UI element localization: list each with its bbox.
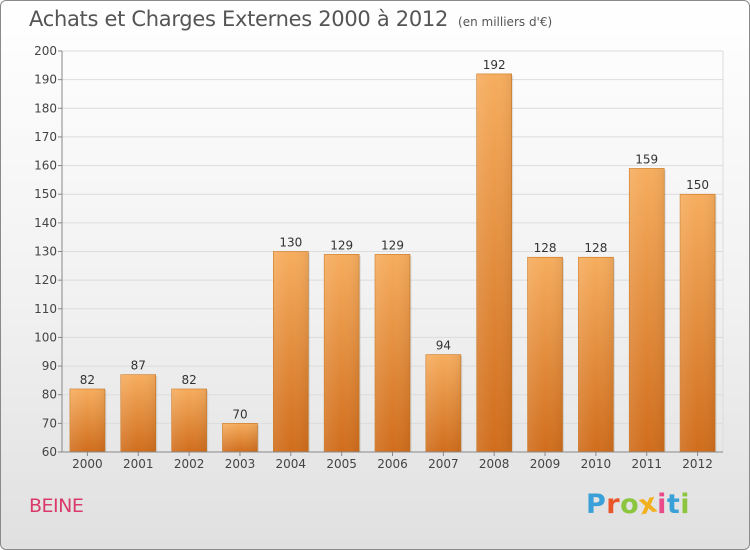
data-label: 87 xyxy=(131,359,146,373)
bar-shine xyxy=(324,254,360,452)
y-tick-label: 120 xyxy=(34,273,57,287)
bar-shine xyxy=(476,73,512,453)
bar-shine xyxy=(578,257,614,452)
data-label: 150 xyxy=(686,178,709,192)
y-tick-label: 60 xyxy=(42,445,57,459)
data-label: 192 xyxy=(483,58,506,72)
logo-letter: P xyxy=(586,489,607,520)
x-tick-label: 2012 xyxy=(682,457,713,471)
y-tick-label: 180 xyxy=(34,101,57,115)
x-tick-label: 2001 xyxy=(123,457,154,471)
x-tick-label: 2010 xyxy=(581,457,612,471)
y-tick-label: 130 xyxy=(34,245,57,259)
chart-unit: (en milliers d'€) xyxy=(458,15,553,29)
y-tick-label: 150 xyxy=(34,187,57,201)
logo-letter: r xyxy=(606,489,621,520)
x-tick-label: 2000 xyxy=(72,457,103,471)
y-tick-label: 200 xyxy=(34,44,57,58)
x-tick-label: 2007 xyxy=(428,457,459,471)
bar-shine xyxy=(120,374,156,452)
y-tick-label: 160 xyxy=(34,159,57,173)
data-label: 82 xyxy=(80,373,95,387)
data-label: 129 xyxy=(330,238,353,252)
logo-letter: t xyxy=(666,489,681,520)
y-tick-label: 100 xyxy=(34,330,57,344)
y-tick-label: 140 xyxy=(34,216,57,230)
bar-shine xyxy=(375,254,410,452)
bars: 82 87 82 70 130 129 129 94 192 128 128 159 150 xyxy=(69,58,717,453)
x-tick-label: 2011 xyxy=(631,457,662,471)
y-tick-label: 80 xyxy=(42,388,57,402)
data-label: 159 xyxy=(635,152,658,166)
x-tick-label: 2008 xyxy=(479,457,510,471)
bar-shine xyxy=(629,168,665,452)
y-tick-label: 170 xyxy=(34,130,57,144)
bar-shine xyxy=(425,354,461,452)
data-label: 129 xyxy=(381,238,404,252)
x-tick-label: 2002 xyxy=(174,457,205,471)
x-tick-label: 2005 xyxy=(326,457,357,471)
y-tick-label: 90 xyxy=(42,359,57,373)
y-tick-label: 70 xyxy=(42,416,57,430)
logo-letter: i xyxy=(680,489,691,520)
chart-title-text: Achats et Charges Externes 2000 à 2012 xyxy=(29,7,449,31)
bar-shine xyxy=(69,388,105,452)
chart-title: Achats et Charges Externes 2000 à 2012 (e… xyxy=(29,7,552,31)
proxiti-logo: Proxiti xyxy=(586,487,691,521)
bar-shine xyxy=(680,194,716,452)
bar-shine xyxy=(171,388,207,452)
x-tick-label: 2009 xyxy=(530,457,561,471)
data-label: 82 xyxy=(181,373,196,387)
data-label: 128 xyxy=(584,241,607,255)
axes: 60 70 80 90 100 110 120 130 140 150 160 170 180 190 20… xyxy=(34,44,723,471)
bar-shine xyxy=(222,423,258,452)
bar-shine xyxy=(527,257,563,452)
x-tick-label: 2006 xyxy=(377,457,408,471)
data-label: 128 xyxy=(534,241,557,255)
commune-name: BEINE xyxy=(29,495,84,517)
logo-letter: o xyxy=(620,489,640,520)
data-label: 130 xyxy=(279,236,302,250)
logo-letter: i xyxy=(657,489,667,520)
data-label: 94 xyxy=(436,339,451,353)
bar-shine xyxy=(273,251,309,452)
x-tick-label: 2004 xyxy=(276,457,307,471)
data-label: 70 xyxy=(232,407,247,421)
x-tick-label: 2003 xyxy=(225,457,256,471)
y-tick-label: 110 xyxy=(34,302,57,316)
y-tick-label: 190 xyxy=(34,73,57,87)
